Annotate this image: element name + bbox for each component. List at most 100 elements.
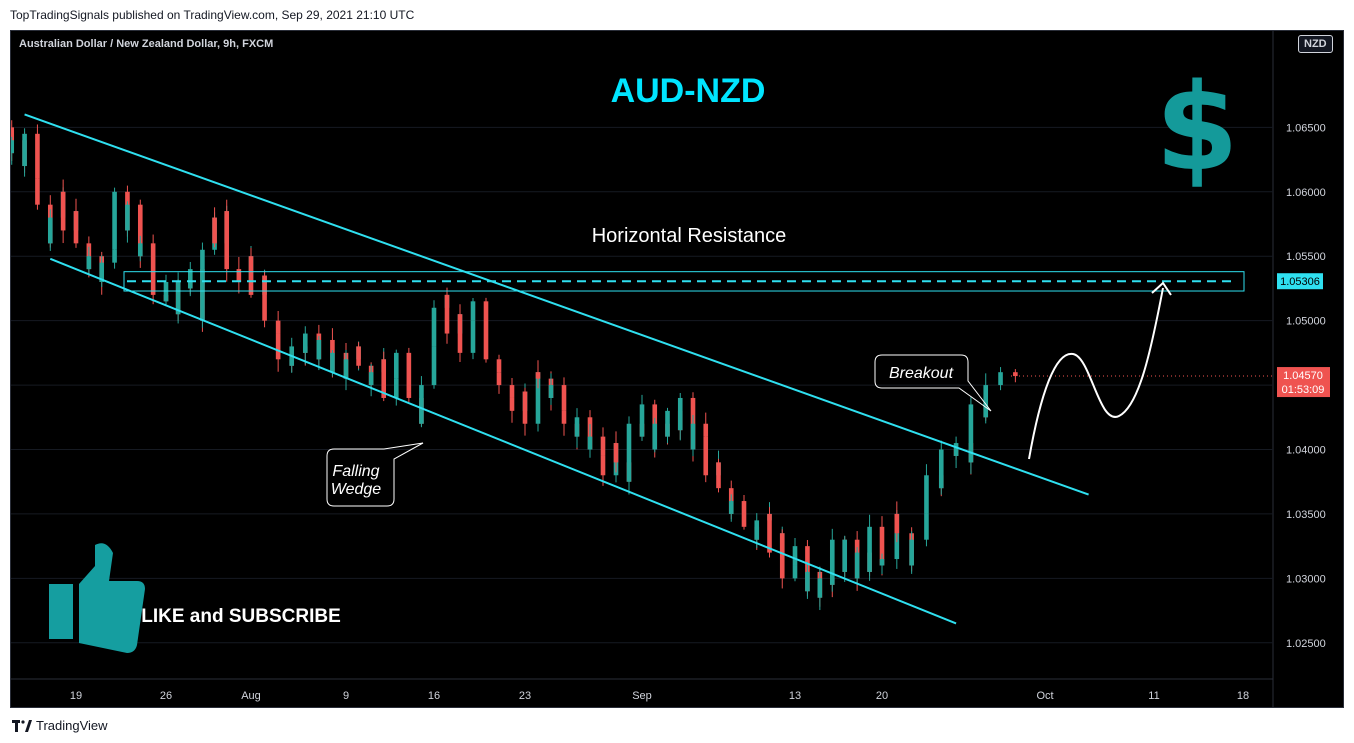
candle[interactable] [343,359,349,379]
candle[interactable] [548,385,554,398]
chart-panel[interactable]: 1.065001.060001.055001.050001.045001.040… [10,30,1344,708]
candle[interactable] [767,513,772,553]
candle[interactable] [561,410,567,424]
candle[interactable] [879,559,885,566]
candle[interactable] [703,423,709,437]
candle[interactable] [652,423,658,450]
candle[interactable] [11,127,15,154]
candle[interactable] [419,385,424,424]
candle[interactable] [496,372,502,386]
candle[interactable] [330,352,335,373]
candle[interactable] [613,443,619,463]
candle[interactable] [496,359,502,373]
candle[interactable] [968,404,974,463]
candle[interactable] [470,301,476,321]
candle[interactable] [998,372,1003,386]
candle[interactable] [200,249,205,321]
candle[interactable] [393,352,399,379]
wedge-lower-trendline[interactable] [49,257,957,625]
candle[interactable] [262,275,267,321]
candle[interactable] [35,178,40,205]
candle[interactable] [431,307,437,347]
candle[interactable] [728,501,734,514]
candle[interactable] [11,140,15,154]
candle[interactable] [137,204,143,257]
candle[interactable] [665,410,670,437]
candle[interactable] [483,301,489,360]
candle[interactable] [953,443,959,456]
candle[interactable] [236,269,242,282]
candle[interactable] [842,539,848,572]
candle[interactable] [175,281,181,315]
candle[interactable] [600,455,606,476]
candle[interactable] [73,211,79,244]
candle[interactable] [125,204,130,231]
candle[interactable] [112,191,117,250]
candle[interactable] [368,372,374,386]
candle[interactable] [60,191,66,231]
candle[interactable] [867,526,872,572]
candle[interactable] [212,217,217,244]
candle[interactable] [703,436,709,476]
tradingview-brand[interactable]: TradingView [12,718,108,733]
candle[interactable] [779,533,785,579]
candle[interactable] [561,385,567,411]
candle[interactable] [150,281,156,295]
candle[interactable] [22,133,27,167]
candle[interactable] [805,571,810,592]
candle[interactable] [393,378,399,398]
candle[interactable] [302,333,308,353]
price-chart[interactable]: 1.065001.060001.055001.050001.045001.040… [11,31,1344,708]
candle[interactable] [381,359,387,398]
candle[interactable] [817,578,823,598]
candle[interactable] [924,513,929,540]
candle[interactable] [909,539,914,566]
candle[interactable] [677,397,683,431]
candle[interactable] [938,449,944,489]
candle[interactable] [690,423,696,450]
candle[interactable] [275,320,281,334]
candle[interactable] [316,339,322,360]
candle[interactable] [535,372,541,424]
candle[interactable] [754,520,760,540]
candle[interactable] [854,552,860,579]
candle[interactable] [924,475,929,514]
candle[interactable] [163,281,169,302]
candle[interactable] [535,372,541,379]
candle[interactable] [470,320,476,353]
candle[interactable] [150,243,156,282]
candle[interactable] [574,417,580,437]
candle[interactable] [406,391,412,398]
resistance-zone[interactable] [123,271,1245,292]
candle[interactable] [509,397,515,411]
candle[interactable] [356,346,361,366]
candle[interactable] [187,269,193,289]
candle[interactable] [626,423,632,482]
candle[interactable] [406,352,412,392]
candle[interactable] [639,404,645,437]
candle[interactable] [879,526,885,566]
candle[interactable] [587,436,593,450]
candle[interactable] [444,294,450,334]
candle[interactable] [829,539,835,585]
candle[interactable] [894,513,900,534]
candle[interactable] [792,546,798,566]
thumbs-up-icon[interactable] [49,543,145,653]
candle[interactable] [275,333,281,360]
candle[interactable] [1013,372,1018,377]
candle[interactable] [224,211,230,270]
candle[interactable] [457,314,463,353]
wedge-upper-trendline[interactable] [24,113,1089,496]
candle[interactable] [741,501,747,527]
candle[interactable] [522,391,528,424]
candle[interactable] [248,256,254,295]
candle[interactable] [792,565,798,579]
candle[interactable] [99,262,105,282]
candle[interactable] [86,256,92,270]
candle[interactable] [47,217,53,244]
candle[interactable] [431,346,437,386]
candle[interactable] [35,133,40,179]
candle[interactable] [137,243,143,257]
candle[interactable] [716,462,721,489]
candle[interactable] [983,385,989,418]
